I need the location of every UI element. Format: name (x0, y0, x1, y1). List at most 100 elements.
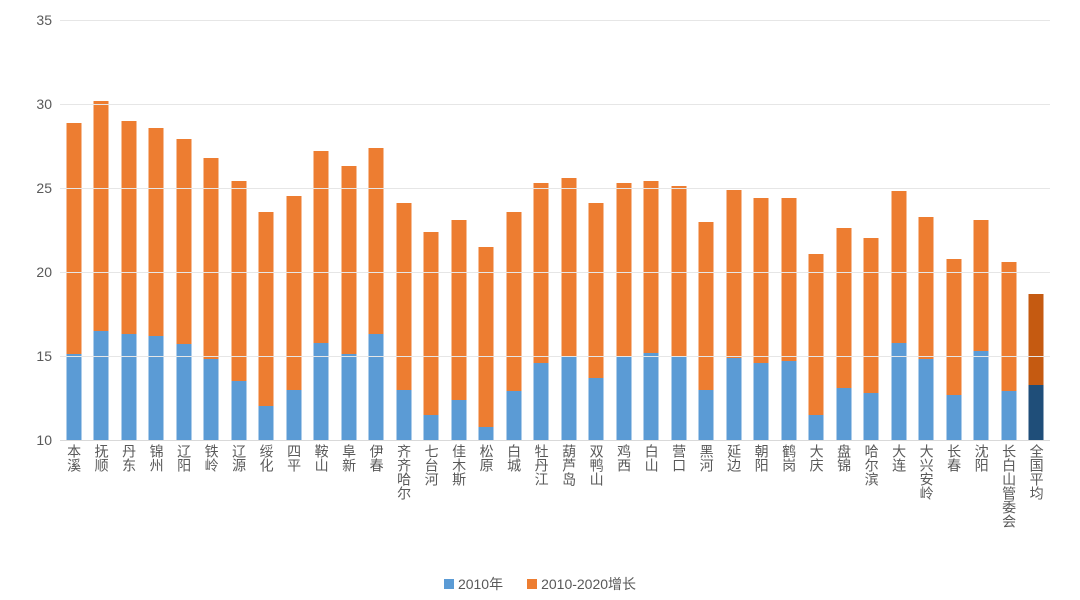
legend-swatch (444, 579, 454, 589)
grid-line (60, 272, 1050, 273)
bar-segment-base (176, 344, 191, 440)
bar-segment-base (149, 336, 164, 440)
bar-segment-growth (341, 166, 356, 354)
grid-line (60, 188, 1050, 189)
x-tick-label: 鸡西 (616, 444, 631, 472)
bar-slot (803, 20, 831, 440)
stacked-bar (754, 198, 769, 440)
x-tick-label: 大兴安岭 (919, 444, 934, 500)
x-tick-label: 葫芦岛 (561, 444, 576, 486)
stacked-bar (204, 158, 219, 440)
bar-slot (830, 20, 858, 440)
bar-slot (665, 20, 693, 440)
bar-slot (720, 20, 748, 440)
stacked-bar-chart: 101520253035 本溪抚顺丹东锦州辽阳铁岭辽源绥化四平鞍山阜新伊春齐齐哈… (0, 0, 1080, 600)
bar-segment-growth (919, 217, 934, 360)
x-tick-label: 四平 (286, 444, 301, 472)
stacked-bar (1029, 294, 1044, 440)
bar-slot (610, 20, 638, 440)
bar-segment-growth (314, 151, 329, 343)
bar-slot (473, 20, 501, 440)
bar-segment-base (754, 363, 769, 440)
stacked-bar (589, 203, 604, 440)
stacked-bar (561, 178, 576, 440)
bar-segment-base (616, 356, 631, 440)
bar-slot (555, 20, 583, 440)
x-tick-label: 伊春 (369, 444, 384, 472)
x-tick-label: 黑河 (699, 444, 714, 472)
x-tick-label: 营口 (671, 444, 686, 472)
bar-slot (363, 20, 391, 440)
stacked-bar (644, 181, 659, 440)
bar-segment-growth (754, 198, 769, 363)
bar-segment-base (919, 359, 934, 440)
bar-segment-base (726, 358, 741, 440)
x-tick-label: 辽阳 (176, 444, 191, 472)
bar-segment-growth (121, 121, 136, 334)
bar-segment-base (259, 406, 274, 440)
bar-segment-base (946, 395, 961, 440)
bar-segment-growth (809, 254, 824, 415)
stacked-bar (781, 198, 796, 440)
grid-line (60, 20, 1050, 21)
bar-slot (143, 20, 171, 440)
legend-label: 2010年 (458, 576, 503, 592)
bar-slot (170, 20, 198, 440)
bar-segment-growth (864, 238, 879, 393)
legend-label: 2010-2020增长 (541, 576, 636, 592)
bar-slot (995, 20, 1023, 440)
bar-segment-growth (726, 190, 741, 358)
bar-segment-growth (259, 212, 274, 407)
bar-segment-base (506, 391, 521, 440)
stacked-bar (369, 148, 384, 440)
x-axis-labels: 本溪抚顺丹东锦州辽阳铁岭辽源绥化四平鞍山阜新伊春齐齐哈尔七台河佳木斯松原白城牡丹… (60, 444, 1050, 574)
bar-slot (748, 20, 776, 440)
bar-segment-base (66, 354, 81, 440)
x-tick-label: 大庆 (809, 444, 824, 472)
bar-segment-growth (974, 220, 989, 351)
x-tick-label: 铁岭 (204, 444, 219, 472)
x-tick-label: 盘锦 (836, 444, 851, 472)
bar-slot (913, 20, 941, 440)
x-tick-label: 大连 (891, 444, 906, 472)
bar-segment-growth (644, 181, 659, 352)
bar-slot (583, 20, 611, 440)
x-tick-label: 齐齐哈尔 (396, 444, 411, 500)
bar-segment-growth (396, 203, 411, 389)
bar-segment-base (451, 400, 466, 440)
grid-line (60, 104, 1050, 105)
y-tick-label: 30 (36, 96, 52, 112)
x-tick-label: 阜新 (341, 444, 356, 472)
x-tick-label: 佳木斯 (451, 444, 466, 486)
bar-segment-growth (369, 148, 384, 334)
bar-slot (225, 20, 253, 440)
x-tick-label: 双鸭山 (589, 444, 604, 486)
bar-segment-growth (149, 128, 164, 336)
plot-area: 101520253035 (60, 20, 1050, 441)
stacked-bar (1001, 262, 1016, 440)
bar-segment-growth (231, 181, 246, 381)
stacked-bar (479, 247, 494, 440)
x-tick-label: 牡丹江 (534, 444, 549, 486)
bar-segment-base (644, 353, 659, 440)
bar-slot (115, 20, 143, 440)
x-tick-label: 松原 (479, 444, 494, 472)
bar-segment-base (534, 363, 549, 440)
bar-segment-base (809, 415, 824, 440)
x-tick-label: 沈阳 (974, 444, 989, 472)
stacked-bar (231, 181, 246, 440)
bar-slot (885, 20, 913, 440)
stacked-bar (809, 254, 824, 440)
bar-segment-base (341, 354, 356, 440)
stacked-bar (121, 121, 136, 440)
stacked-bar (699, 222, 714, 440)
bar-segment-base (121, 334, 136, 440)
bar-segment-growth (176, 139, 191, 344)
bar-slot (638, 20, 666, 440)
stacked-bar (864, 238, 879, 440)
y-tick-label: 35 (36, 12, 52, 28)
stacked-bar (946, 259, 961, 440)
stacked-bar (506, 212, 521, 440)
x-tick-label: 锦州 (149, 444, 164, 472)
bar-segment-growth (479, 247, 494, 427)
